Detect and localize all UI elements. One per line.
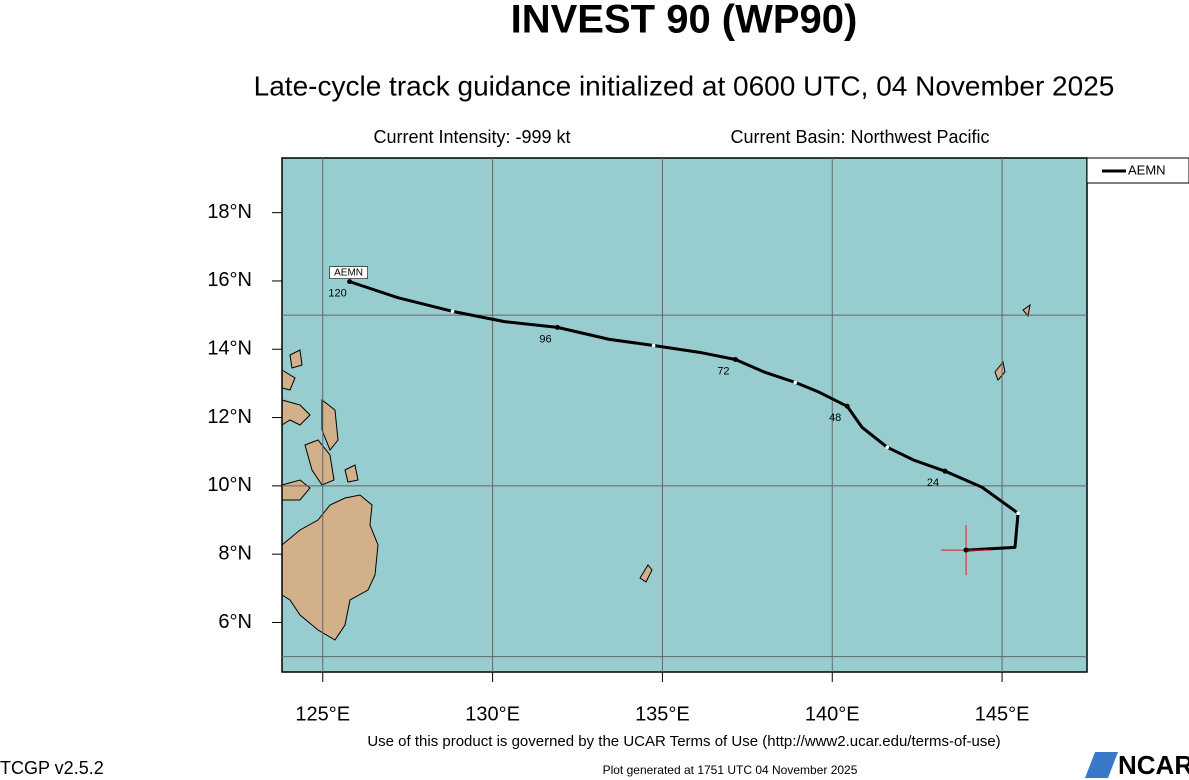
track-name-box <box>329 266 368 279</box>
generated: Plot generated at 1751 UTC 04 November 2… <box>603 763 858 777</box>
track-point <box>1016 511 1020 515</box>
plot-frame <box>281 157 1088 673</box>
terms: Use of this product is governed by the U… <box>367 733 1000 750</box>
y-tick-label: 16°N <box>207 269 252 291</box>
hour-label: 72 <box>717 365 729 377</box>
logo-mark <box>1085 752 1118 778</box>
y-tick-label: 18°N <box>207 201 252 223</box>
track-point <box>651 343 656 348</box>
track-point <box>963 547 969 553</box>
track-name: AEMN <box>334 267 363 278</box>
y-tick-label: 6°N <box>218 611 252 633</box>
y-tick-label: 8°N <box>218 542 252 564</box>
y-tick-label: 14°N <box>207 338 252 360</box>
y-tick-label: 12°N <box>207 406 252 428</box>
track-point <box>347 279 353 285</box>
version: TCGP v2.5.2 <box>0 758 104 778</box>
x-tick-label: 135°E <box>635 703 690 725</box>
legend-label: AEMN <box>1128 162 1166 177</box>
track-point <box>844 403 850 409</box>
track-point <box>793 380 798 385</box>
hour-label: 96 <box>539 333 551 345</box>
subtitle: Late-cycle track guidance initialized at… <box>254 70 1115 101</box>
x-tick-label: 140°E <box>805 703 860 725</box>
x-tick-label: 125°E <box>295 703 350 725</box>
hour-label: 24 <box>927 477 939 489</box>
y-tick-label: 10°N <box>207 474 252 496</box>
track-point <box>942 468 948 474</box>
intensity: Current Intensity: -999 kt <box>373 127 570 147</box>
title: INVEST 90 (WP90) <box>511 0 858 42</box>
land <box>281 303 1031 641</box>
hour-label: 120 <box>328 288 346 300</box>
track-point <box>885 445 890 450</box>
logo: NCAR <box>1118 750 1189 780</box>
track-point <box>732 357 738 363</box>
x-tick-label: 130°E <box>465 703 520 725</box>
ocean <box>282 158 1087 672</box>
basin: Current Basin: Northwest Pacific <box>730 127 989 147</box>
track-point <box>554 324 560 330</box>
x-tick-label: 145°E <box>975 703 1030 725</box>
hour-label: 48 <box>829 412 841 424</box>
track-point <box>450 309 455 314</box>
